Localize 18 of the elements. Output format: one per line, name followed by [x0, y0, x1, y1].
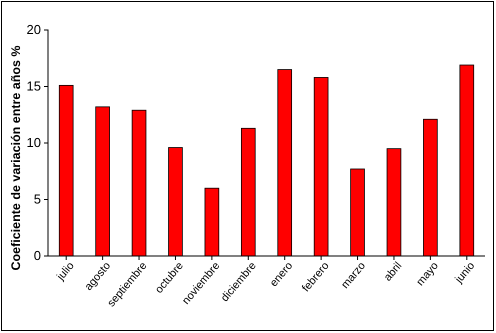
bar [277, 69, 292, 256]
bar [459, 64, 474, 256]
bar [58, 84, 74, 256]
bar [204, 188, 220, 256]
bar [314, 77, 328, 256]
bar [423, 118, 438, 256]
y-tick-label: 15 [26, 78, 41, 94]
y-tick-label: 0 [34, 248, 41, 264]
bar [95, 106, 110, 256]
bar [350, 168, 365, 256]
bar [132, 110, 146, 256]
y-tick-label: 10 [26, 135, 41, 150]
y-tick-label: 5 [34, 192, 41, 207]
bar [386, 148, 402, 256]
y-tick-label: 20 [26, 22, 41, 38]
bar [168, 147, 183, 256]
bar [240, 128, 256, 256]
y-axis-title: Coeficiente de variación entre años % [9, 45, 23, 271]
